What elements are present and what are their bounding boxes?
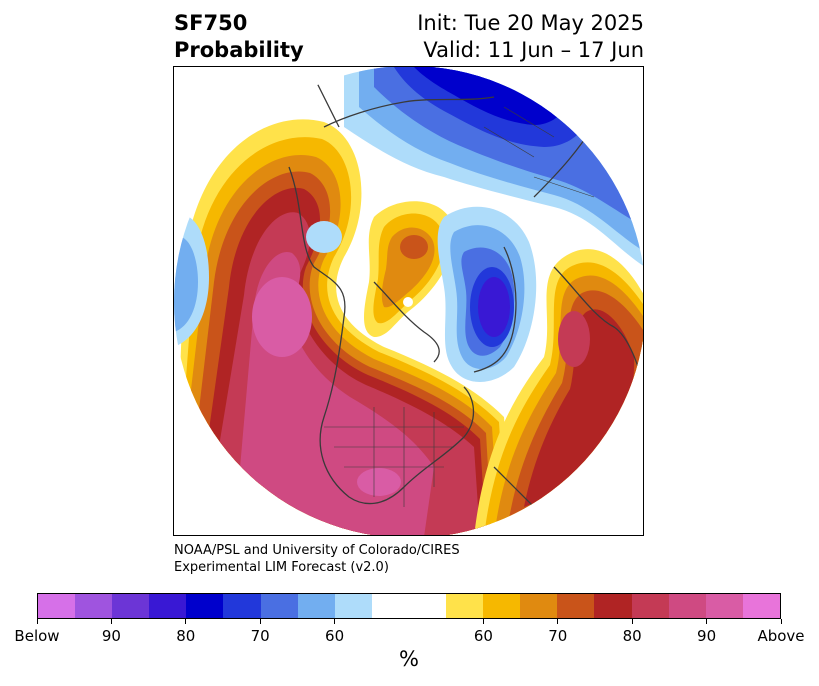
colorbar-tick	[259, 619, 261, 624]
colorbar-tick	[185, 619, 187, 624]
colorbar-tick	[110, 619, 112, 624]
colorbar-tick-label: 80	[176, 627, 196, 645]
colorbar-swatch	[297, 594, 335, 618]
colorbar-tick-label: 80	[622, 627, 642, 645]
colorbar-swatch	[557, 594, 595, 618]
colorbar-tick-label: Below	[14, 627, 60, 645]
colorbar-swatch	[260, 594, 298, 618]
colorbar-tick	[631, 619, 633, 624]
colorbar-swatch	[483, 594, 521, 618]
colorbar-swatch	[371, 594, 409, 618]
colorbar-swatch	[446, 594, 484, 618]
polar-map	[173, 66, 644, 536]
colorbar-tick	[706, 619, 708, 624]
colorbar-unit: %	[399, 647, 419, 671]
colorbar-swatch	[594, 594, 632, 618]
colorbar-tick	[334, 619, 336, 624]
colorbar-swatch	[408, 594, 447, 618]
colorbar-swatch	[112, 594, 150, 618]
map-svg	[174, 67, 643, 535]
colorbar-tick	[557, 619, 559, 624]
colorbar-swatch	[742, 594, 780, 618]
colorbar-tick	[780, 619, 782, 624]
colorbar-swatch	[520, 594, 558, 618]
colorbar-tick	[36, 619, 38, 624]
colorbar-tick-label: 60	[473, 627, 493, 645]
colorbar-swatch	[149, 594, 187, 618]
colorbar-tick-label: 90	[697, 627, 717, 645]
forecast-dates: Init: Tue 20 May 2025 Valid: 11 Jun – 17…	[417, 10, 644, 64]
colorbar-swatch	[186, 594, 224, 618]
warm-anomaly-arctic	[364, 201, 455, 337]
colorbar-swatch	[75, 594, 113, 618]
borders	[324, 106, 595, 507]
colorbar-tick-label: 60	[325, 627, 345, 645]
title-variable: SF750	[174, 11, 248, 35]
colorbar-swatch	[631, 594, 669, 618]
colorbar-tick-label: 90	[101, 627, 121, 645]
colorbar-swatch	[38, 594, 76, 618]
init-date: Init: Tue 20 May 2025	[417, 11, 644, 35]
warm-anomaly-west	[174, 119, 514, 535]
colorbar-tick-label: Above	[757, 627, 805, 645]
map-title: SF750 Probability	[174, 10, 304, 64]
colorbar-tick-label: 70	[548, 627, 568, 645]
colorbar-tick-label: 70	[250, 627, 270, 645]
colorbar-swatch	[668, 594, 706, 618]
cold-anomaly-west	[174, 215, 342, 347]
colorbar-swatch	[334, 594, 372, 618]
colorbar-tick	[482, 619, 484, 624]
colorbar	[37, 593, 781, 619]
colorbar-swatch	[223, 594, 261, 618]
credit-line-1: NOAA/PSL and University of Colorado/CIRE…	[174, 543, 460, 558]
credit-line-2: Experimental LIM Forecast (v2.0)	[174, 560, 389, 575]
title-quantity: Probability	[174, 38, 304, 62]
data-credit: NOAA/PSL and University of Colorado/CIRE…	[174, 542, 460, 576]
valid-range: Valid: 11 Jun – 17 Jun	[423, 38, 644, 62]
colorbar-swatch	[705, 594, 743, 618]
